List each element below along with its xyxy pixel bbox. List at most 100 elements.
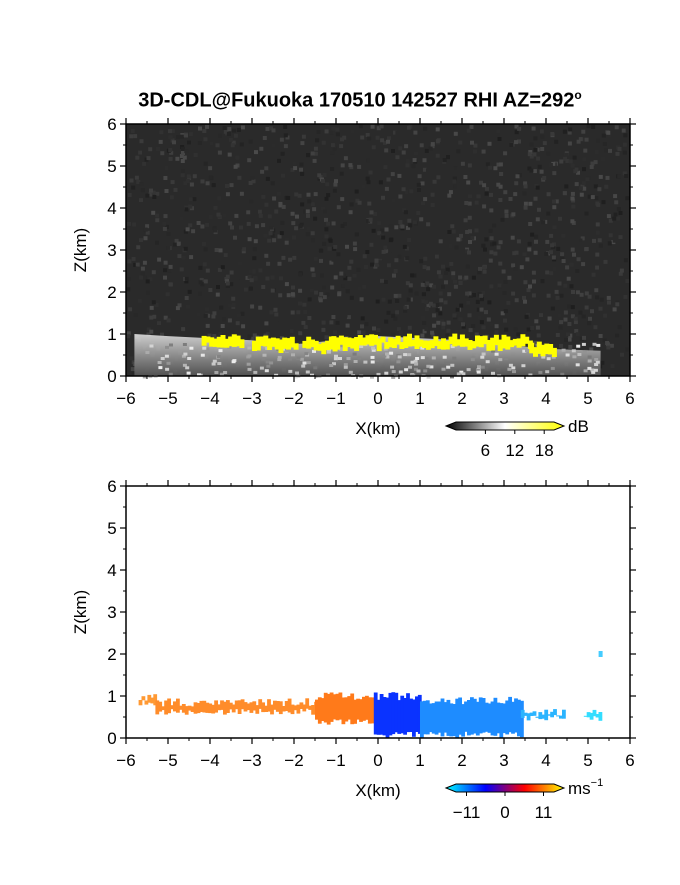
noise-pixel	[291, 221, 296, 226]
velocity-column	[161, 706, 166, 711]
noise-pixel	[367, 136, 372, 141]
noise-pixel	[177, 303, 182, 308]
noise-pixel	[172, 140, 176, 145]
noise-pixel	[322, 241, 327, 246]
noise-pixel	[217, 150, 222, 155]
noise-pixel	[126, 245, 131, 250]
noise-pixel	[310, 231, 315, 236]
noise-pixel	[613, 212, 618, 217]
noise-pixel	[286, 196, 291, 200]
noise-pixel	[460, 161, 465, 166]
noise-pixel	[484, 237, 489, 242]
noise-pixel	[227, 127, 232, 132]
noise-pixel	[319, 292, 324, 297]
noise-pixel	[126, 334, 131, 339]
noise-pixel	[450, 224, 455, 229]
echo-pixel	[293, 375, 298, 379]
noise-pixel	[430, 144, 435, 149]
noise-pixel	[383, 280, 388, 284]
noise-pixel	[202, 129, 207, 133]
echo-pixel	[522, 349, 527, 353]
noise-pixel	[281, 173, 285, 178]
noise-pixel	[357, 286, 362, 291]
noise-pixel	[296, 310, 301, 315]
noise-pixel	[208, 214, 213, 219]
high-echo-pixel	[486, 339, 492, 351]
noise-pixel	[258, 305, 263, 310]
echo-pixel	[590, 368, 595, 372]
noise-pixel	[487, 300, 492, 305]
noise-pixel	[445, 333, 450, 338]
noise-pixel	[130, 367, 135, 372]
noise-pixel	[181, 255, 186, 260]
velocity-column	[275, 701, 280, 712]
noise-pixel	[612, 307, 617, 312]
velocity-region	[420, 696, 524, 738]
noise-texture	[126, 124, 630, 376]
high-echo-pixel	[289, 336, 295, 348]
noise-pixel	[468, 240, 472, 244]
x-tick-label: −6	[116, 751, 135, 770]
noise-pixel	[608, 233, 613, 238]
noise-pixel	[514, 140, 518, 145]
velocity-column	[332, 694, 337, 720]
noise-pixel	[239, 191, 244, 196]
noise-pixel	[251, 179, 256, 184]
noise-pixel	[266, 261, 271, 266]
echo-pixel	[288, 369, 293, 373]
noise-pixel	[157, 321, 161, 326]
noise-pixel	[497, 283, 502, 288]
noise-pixel	[388, 224, 393, 229]
noise-pixel	[489, 284, 494, 289]
noise-pixel	[265, 176, 270, 181]
noise-pixel	[228, 221, 233, 226]
noise-pixel	[218, 331, 223, 336]
echo-pixel	[343, 363, 348, 367]
noise-pixel	[386, 310, 391, 315]
noise-pixel	[145, 230, 150, 235]
noise-pixel	[221, 317, 226, 322]
noise-pixel	[584, 137, 589, 142]
noise-pixel	[409, 189, 414, 194]
y-tick-label: 3	[107, 241, 116, 260]
noise-pixel	[237, 175, 242, 180]
noise-pixel	[393, 130, 397, 135]
noise-pixel	[582, 167, 586, 172]
noise-pixel	[588, 316, 592, 321]
noise-pixel	[332, 146, 337, 151]
noise-pixel	[362, 254, 367, 259]
noise-pixel	[603, 259, 608, 264]
noise-pixel	[261, 194, 266, 199]
velocity-column	[400, 695, 405, 734]
echo-pixel	[546, 357, 551, 361]
noise-pixel	[453, 284, 458, 289]
noise-pixel	[369, 242, 374, 247]
velocity-column	[359, 699, 363, 722]
noise-pixel	[345, 323, 350, 328]
noise-pixel	[293, 166, 298, 171]
noise-pixel	[203, 279, 208, 284]
noise-pixel	[167, 268, 172, 273]
noise-pixel	[209, 141, 214, 146]
noise-pixel	[371, 145, 376, 150]
noise-pixel	[438, 291, 443, 296]
velocity-column	[425, 700, 430, 735]
noise-pixel	[595, 295, 600, 300]
velocity-region	[138, 694, 158, 706]
echo-pixel	[450, 375, 454, 379]
velocity-column	[284, 701, 289, 711]
noise-pixel	[406, 297, 411, 302]
velocity-column	[362, 696, 366, 721]
noise-pixel	[162, 221, 167, 226]
noise-pixel	[571, 290, 575, 294]
velocity-column	[544, 709, 549, 721]
noise-pixel	[430, 203, 435, 207]
noise-pixel	[225, 274, 230, 279]
noise-pixel	[139, 198, 143, 203]
noise-pixel	[233, 164, 238, 169]
noise-pixel	[523, 205, 528, 210]
doppler-velocity-rhi-panel	[120, 480, 636, 796]
noise-pixel	[569, 262, 574, 267]
noise-pixel	[284, 282, 289, 287]
noise-pixel	[316, 130, 321, 134]
